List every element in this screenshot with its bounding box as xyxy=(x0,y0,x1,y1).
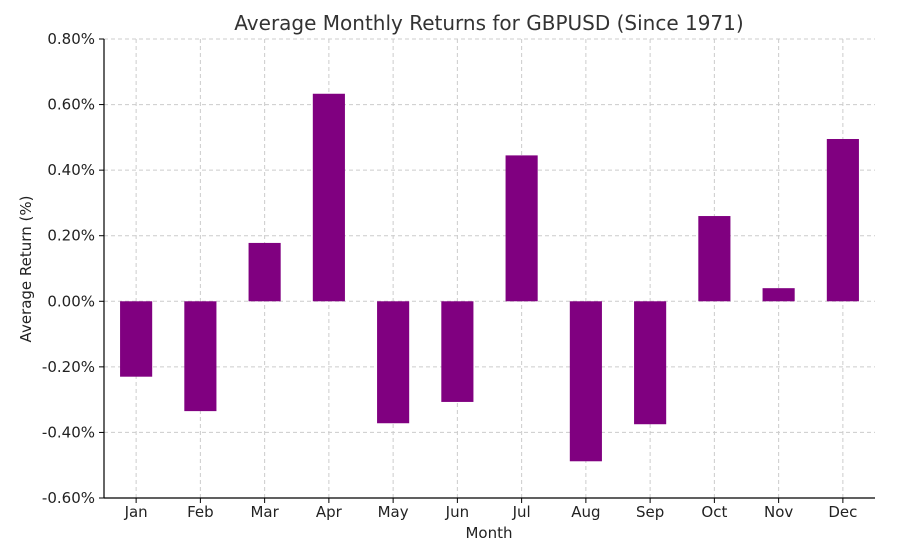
bar-jul xyxy=(505,155,538,302)
x-tick-label: Jan xyxy=(124,503,148,521)
y-tick-label: 0.40% xyxy=(47,161,95,179)
bar-jun xyxy=(441,301,474,402)
x-tick-label: Dec xyxy=(828,503,857,521)
x-tick-label: Jul xyxy=(512,503,531,521)
y-tick-label: -0.40% xyxy=(42,423,95,441)
x-tick-label: Oct xyxy=(701,503,727,521)
bars xyxy=(120,93,859,462)
y-tick-label: -0.60% xyxy=(42,489,95,507)
y-tick-label: 0.80% xyxy=(47,30,95,48)
chart-title: Average Monthly Returns for GBPUSD (Sinc… xyxy=(234,11,743,35)
tick-labels: -0.60% -0.40% -0.20% 0.00% 0.20% 0.40% 0.60% 0.… xyxy=(42,30,857,521)
axes xyxy=(99,38,875,503)
bar-feb xyxy=(184,301,217,412)
x-tick-label: Nov xyxy=(764,503,793,521)
y-tick-label: -0.20% xyxy=(42,358,95,376)
y-tick-label: 0.20% xyxy=(47,227,95,245)
x-tick-label: Apr xyxy=(316,503,343,521)
x-tick-label: May xyxy=(378,503,409,521)
x-tick-label: Mar xyxy=(250,503,279,521)
y-tick-label: 0.60% xyxy=(47,96,95,114)
x-tick-label: Feb xyxy=(187,503,214,521)
bar-sep xyxy=(634,301,667,425)
bar-dec xyxy=(826,138,859,302)
x-axis-label: Month xyxy=(465,524,512,542)
bar-apr xyxy=(312,93,345,302)
bar-oct xyxy=(698,216,731,302)
y-tick-label: 0.00% xyxy=(47,292,95,310)
x-tick-label: Jun xyxy=(445,503,469,521)
y-axis-label: Average Return (%) xyxy=(17,196,35,343)
bar-jan xyxy=(120,301,153,377)
grid-lines xyxy=(104,38,875,499)
x-tick-label: Aug xyxy=(571,503,600,521)
bar-nov xyxy=(762,288,795,302)
x-tick-label: Sep xyxy=(636,503,664,521)
bar-aug xyxy=(569,301,602,462)
bar-may xyxy=(377,301,410,424)
bar-mar xyxy=(248,242,281,302)
